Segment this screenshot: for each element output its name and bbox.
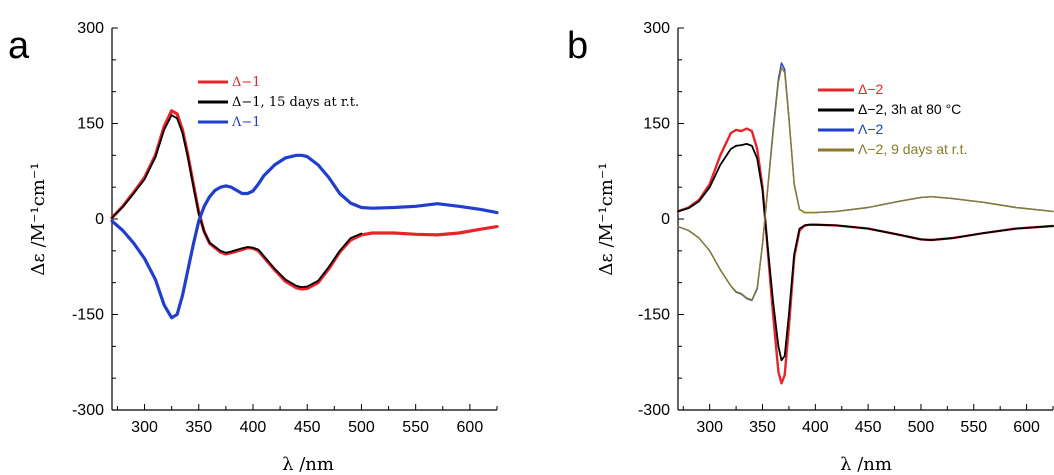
series-line-a-2 xyxy=(111,114,363,289)
y-tick-label-a: -300 xyxy=(72,402,104,419)
y-tick-label-a: 0 xyxy=(95,211,104,228)
x-tick-label-a: 450 xyxy=(294,419,321,436)
y-tick-label-b: 300 xyxy=(643,20,670,37)
legend-label-b-2: Δ−2, 3h at 80 °C xyxy=(858,101,961,117)
series-line-b-2 xyxy=(677,142,1054,362)
y-tick-label-b: 150 xyxy=(643,116,670,133)
x-tick-label-b: 500 xyxy=(908,419,935,436)
legend-a: Δ−1 Δ−1, 15 days at r.t. Λ−1 xyxy=(198,75,359,130)
y-tick-label-a: 300 xyxy=(77,20,104,37)
ticks-b: 300 150 0 -150 -300 300 350 400 450 500 550 600 xyxy=(638,20,1054,436)
y-tick-label-a: -150 xyxy=(72,307,104,324)
y-axis-title-b: Δε /M⁻¹cm⁻¹ xyxy=(596,162,617,275)
x-tick-label-a: 550 xyxy=(402,419,429,436)
legend-label-a-3: Λ−1 xyxy=(231,115,261,130)
x-tick-label-b: 550 xyxy=(960,419,987,436)
y-tick-label-b: -300 xyxy=(638,402,670,419)
x-axis-title-a: λ /nm xyxy=(282,454,334,475)
ticks-a: 300 150 0 -150 -300 300 350 400 450 500 550 600 xyxy=(72,20,498,436)
legend-label-b-3: Λ−2 xyxy=(858,121,884,137)
legend-label-a-2: Δ−1, 15 days at r.t. xyxy=(232,95,359,110)
x-tick-label-a: 600 xyxy=(457,419,484,436)
x-tick-label-b: 400 xyxy=(802,419,829,436)
legend-label-b-1: Δ−2 xyxy=(858,81,884,97)
x-tick-label-a: 500 xyxy=(348,419,375,436)
y-tick-label-b: 0 xyxy=(661,211,670,228)
x-axis-title-b: λ /nm xyxy=(840,454,892,475)
legend-b: Δ−2 Δ−2, 3h at 80 °C Λ−2 Λ−2, 9 days at r.t… xyxy=(818,81,967,157)
panel-letter-b: b xyxy=(567,25,588,67)
legend-label-a-1: Δ−1 xyxy=(232,75,261,90)
x-tick-label-b: 450 xyxy=(855,419,882,436)
x-tick-label-b: 600 xyxy=(1013,419,1040,436)
series-line-a-3 xyxy=(110,153,499,320)
series-group-b xyxy=(676,62,1054,385)
series-line-b-3 xyxy=(677,62,1054,302)
series-group-a xyxy=(110,109,499,320)
y-tick-label-a: 150 xyxy=(77,116,104,133)
y-tick-label-b: -150 xyxy=(638,307,670,324)
x-tick-label-b: 350 xyxy=(749,419,776,436)
x-tick-label-a: 400 xyxy=(240,419,267,436)
panel-letter-a: a xyxy=(8,25,30,67)
x-tick-label-b: 300 xyxy=(696,419,723,436)
series-line-b-4 xyxy=(677,66,1054,301)
chart-panel-a: a 300 150 0 -150 -300 300 350 400 450 500 550 600 Δ… xyxy=(8,20,499,475)
series-line-a-1 xyxy=(110,109,499,291)
x-tick-label-a: 300 xyxy=(131,419,158,436)
legend-label-b-4: Λ−2, 9 days at r.t. xyxy=(858,141,967,157)
series-line-b-1 xyxy=(676,127,1054,385)
chart-panel-b: b 300 150 0 -150 -300 300 350 400 450 500 550 600 Δ… xyxy=(567,20,1054,475)
y-axis-title-a: Δε /M⁻¹cm⁻¹ xyxy=(28,162,49,275)
x-tick-label-a: 350 xyxy=(185,419,212,436)
